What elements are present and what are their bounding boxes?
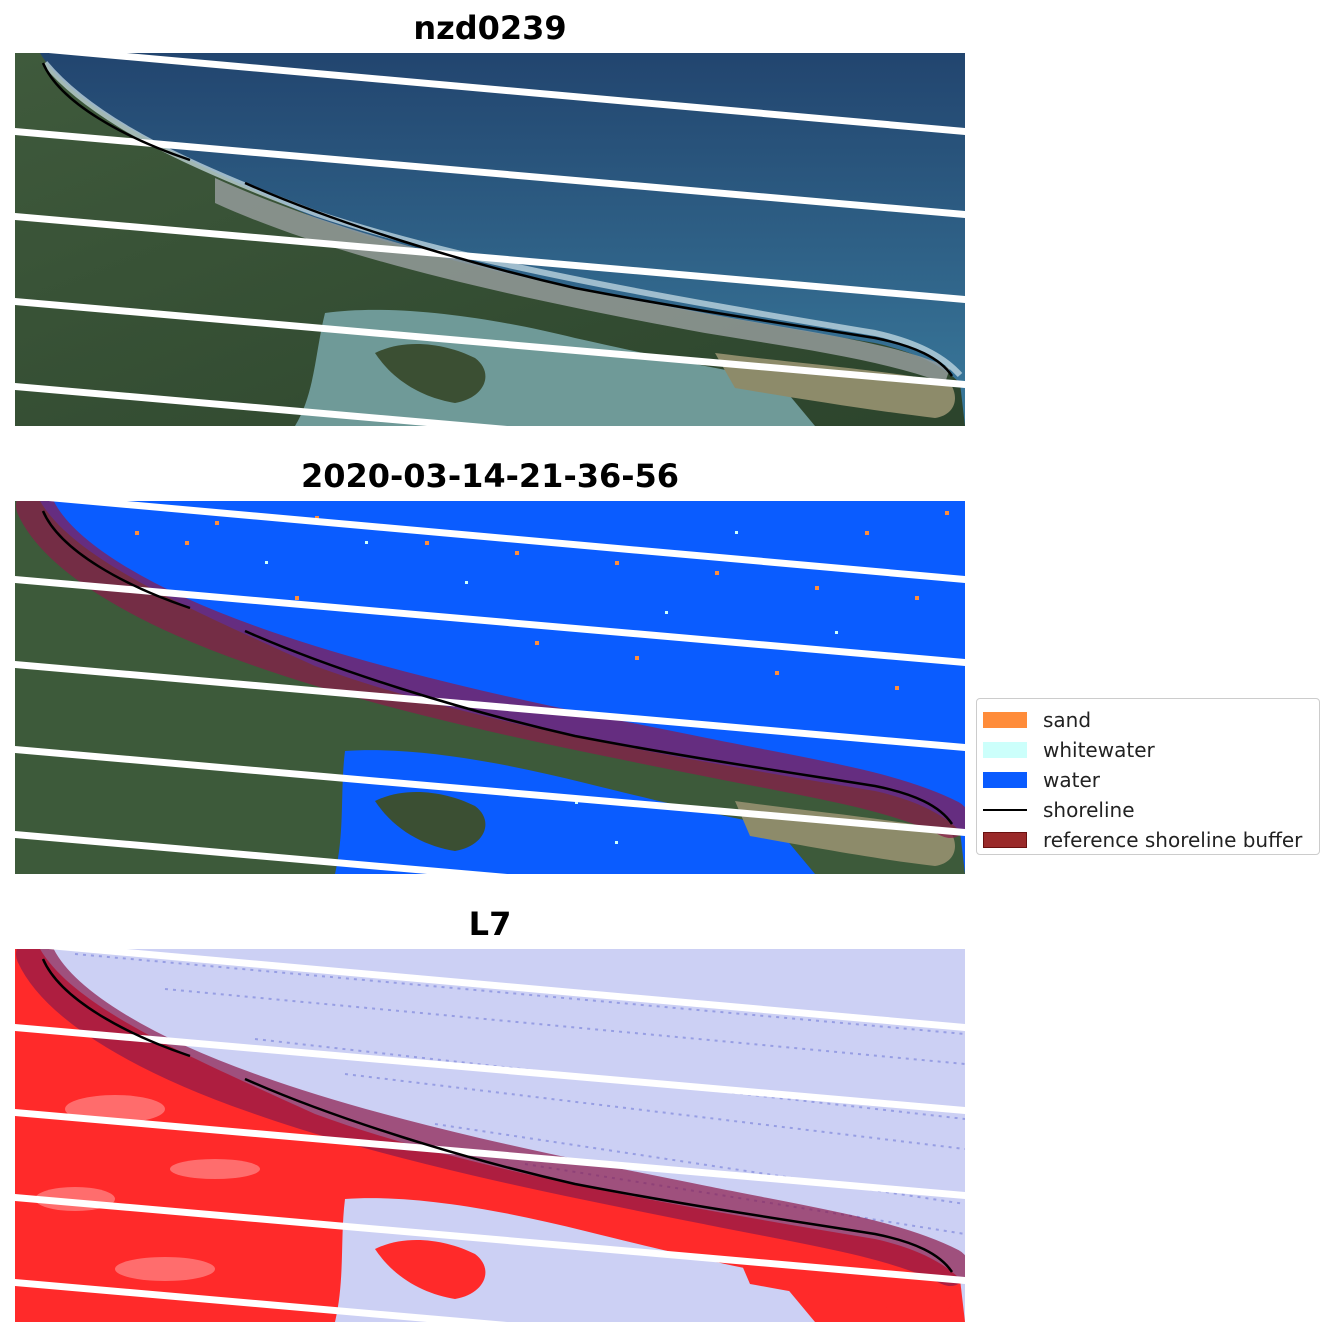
sand-swatch	[983, 712, 1027, 728]
legend-item-shoreline: shoreline	[983, 795, 1319, 825]
island	[375, 791, 486, 851]
island	[375, 343, 486, 403]
panel-title-index: L7	[468, 905, 512, 943]
legend-label: water	[1043, 768, 1100, 792]
whitewater-class-pixels	[265, 531, 838, 844]
land-texture	[35, 1095, 260, 1281]
legend-item-whitewater: whitewater	[983, 735, 1319, 765]
satellite-image	[15, 53, 965, 426]
legend-label: reference shoreline buffer	[1043, 828, 1303, 852]
water-swatch	[983, 772, 1027, 788]
legend-item-water: water	[983, 765, 1319, 795]
index-image-panel	[15, 949, 965, 1322]
legend-label: whitewater	[1043, 738, 1155, 762]
legend: sand whitewater water shoreline referenc…	[976, 698, 1320, 855]
panel-title-rgb: nzd0239	[413, 9, 567, 47]
shoreline	[41, 510, 954, 825]
shoreline	[41, 62, 954, 377]
satellite-image-panel	[15, 53, 965, 426]
shoreline	[41, 958, 954, 1273]
legend-label: sand	[1043, 708, 1092, 732]
classified-image-panel	[15, 501, 965, 874]
panel-title-classified: 2020-03-14-21-36-56	[300, 457, 680, 495]
legend-item-sand: sand	[983, 705, 1319, 735]
whitewater-swatch	[983, 742, 1027, 758]
legend-label: shoreline	[1043, 798, 1135, 822]
index-image	[15, 949, 965, 1322]
shoreline-swatch	[983, 809, 1027, 811]
classified-image	[15, 501, 965, 874]
town-strip	[215, 178, 950, 383]
buffer-swatch	[983, 832, 1027, 848]
island	[375, 1239, 486, 1299]
legend-item-buffer: reference shoreline buffer	[983, 825, 1319, 855]
